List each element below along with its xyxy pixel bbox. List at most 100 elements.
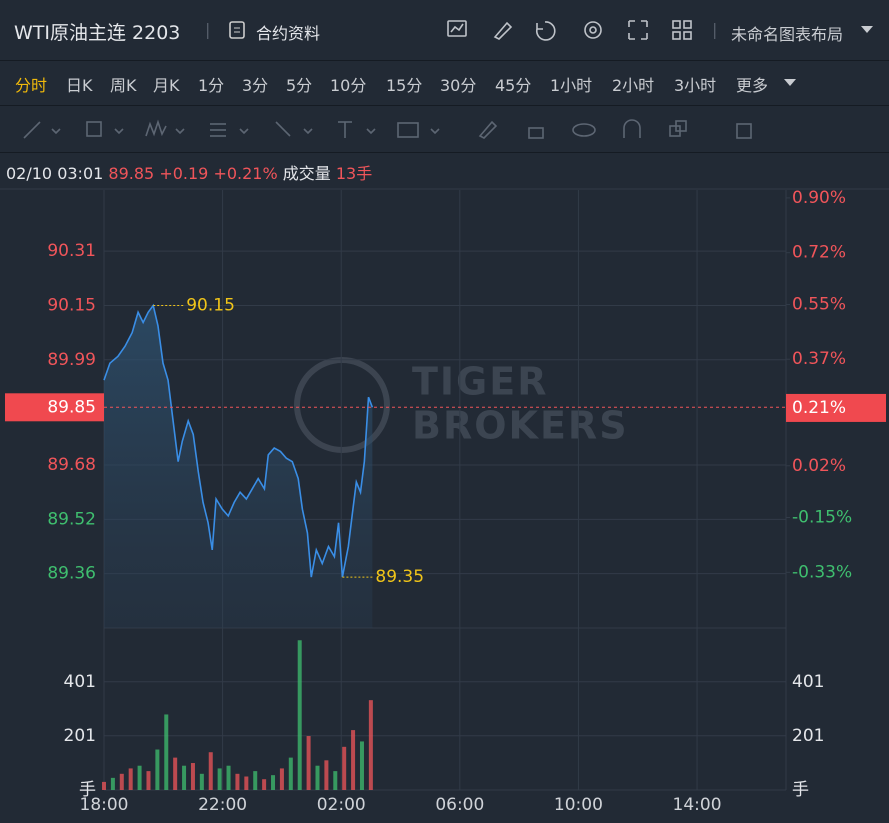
period-tab[interactable]: 日K <box>66 76 93 95</box>
y-tick-label: 89.52 <box>47 509 96 529</box>
quote-change: +0.19 <box>159 164 209 183</box>
settings-icon[interactable] <box>584 21 602 39</box>
volume-bar <box>182 765 187 790</box>
y-tick-label: 90.15 <box>47 295 96 315</box>
x-tick-label: 10:00 <box>554 795 603 815</box>
period-tab[interactable]: 45分 <box>495 76 532 95</box>
title: WTI原油主连 2203 <box>14 22 181 44</box>
period-tab[interactable]: 2小时 <box>612 76 655 95</box>
period-tab[interactable]: 5分 <box>286 76 313 95</box>
volume-bar <box>217 768 222 790</box>
y2-tick-label: 0.55% <box>792 294 846 314</box>
volume-bar <box>128 768 133 790</box>
period-tab[interactable]: 10分 <box>330 76 367 95</box>
volume-bar <box>315 765 320 790</box>
watermark-text: TIGER <box>412 360 548 404</box>
volume-bar <box>208 752 213 790</box>
y-tick-label: 201 <box>64 726 96 746</box>
y-tick-label: 89.68 <box>47 455 96 475</box>
period-bar: 分时 日K 周K 月K 1分 3分 5分 10分 15分 30分 45分 1小时 2小时 3小时 更多 <box>0 61 889 106</box>
info-button[interactable]: 合约资料 <box>256 24 321 43</box>
period-tab[interactable]: 30分 <box>440 76 477 95</box>
period-tab[interactable]: 3分 <box>242 76 269 95</box>
drawing-toolbar <box>0 106 889 153</box>
volume-bar <box>306 736 311 790</box>
volume-bar <box>279 768 284 790</box>
dropdown-arrow[interactable] <box>861 26 873 34</box>
volume-bar <box>226 765 231 790</box>
period-tab[interactable]: 月K <box>153 76 180 95</box>
last-pct-box <box>786 393 886 422</box>
chart-icon[interactable] <box>447 20 467 37</box>
y2-tick-label: -0.15% <box>792 508 852 528</box>
x-tick-label: 18:00 <box>80 795 129 815</box>
volume-bar <box>155 749 160 790</box>
volume-bar <box>368 700 373 790</box>
volume-bar <box>190 763 195 790</box>
doc-icon[interactable] <box>228 20 246 40</box>
volume-bar <box>199 773 204 790</box>
period-tab[interactable]: 3小时 <box>674 76 717 95</box>
volume-unit: 手 <box>792 780 809 800</box>
header: WTI原油主连 2203 | 合约资料 | 未命名图表布局 <box>0 0 889 61</box>
y2-tick-label: 0.37% <box>792 349 846 369</box>
volume-bar <box>333 771 338 790</box>
layout-name[interactable]: 未命名图表布局 <box>731 25 844 44</box>
x-tick-label: 22:00 <box>198 795 247 815</box>
sep: | <box>712 20 718 39</box>
last-pct-label: 0.21% <box>792 398 846 418</box>
volume-bar <box>324 760 329 790</box>
volume-bar <box>137 765 142 790</box>
volume-bar <box>262 779 267 790</box>
watermark-text: BROKERS <box>412 404 629 448</box>
y2-tick-label: 0.72% <box>792 243 846 263</box>
quote-price: 89.85 <box>108 164 155 183</box>
volume-bar <box>351 730 356 790</box>
volume-bar <box>110 777 115 790</box>
fullscreen-icon[interactable] <box>628 20 648 40</box>
volume-bar <box>342 746 347 790</box>
x-tick-label: 14:00 <box>673 795 722 815</box>
last-price-label: 89.85 <box>47 397 96 417</box>
toolbar-icons <box>447 20 692 41</box>
quote-line: 02/10 03:01 89.85 +0.19 +0.21% 成交量 13手 <box>6 160 372 184</box>
quote-time: 02/10 03:01 <box>6 164 104 183</box>
annotation-label: 89.35 <box>375 567 424 587</box>
volume-bar <box>359 741 364 790</box>
undo-icon[interactable] <box>535 21 556 41</box>
quote-change-pct: +0.21% <box>213 164 278 183</box>
volume-bar <box>119 773 124 790</box>
sep: | <box>205 20 211 39</box>
price-area <box>104 305 373 628</box>
edit-icon[interactable] <box>493 21 513 40</box>
x-tick-label: 06:00 <box>435 795 484 815</box>
volume-label: 成交量 <box>282 164 331 183</box>
period-tab[interactable]: 1小时 <box>550 76 593 95</box>
price-line <box>103 303 374 578</box>
dropdown-arrow[interactable] <box>784 79 796 87</box>
y2-tick-label: 0.90% <box>792 188 846 208</box>
period-tab[interactable]: 周K <box>110 76 137 95</box>
period-tab[interactable]: 更多 <box>736 76 769 95</box>
volume-bar <box>288 757 293 790</box>
y2-tick-label: -0.33% <box>792 562 852 582</box>
y2-tick-label: 401 <box>792 672 824 692</box>
volume-bar <box>146 771 151 790</box>
volume-bar <box>271 775 276 790</box>
y-tick-label: 401 <box>64 672 96 692</box>
volume-bar <box>297 640 302 790</box>
volume-unit: 手 <box>79 780 96 800</box>
grid-icon[interactable] <box>672 20 681 29</box>
volume-bar <box>164 714 169 790</box>
period-tab[interactable]: 1分 <box>198 76 225 95</box>
x-tick-label: 02:00 <box>317 795 366 815</box>
period-tab[interactable]: 15分 <box>386 76 423 95</box>
volume-bar <box>244 776 249 790</box>
period-tab[interactable]: 分时 <box>15 76 48 95</box>
quote-volume: 13手 <box>335 164 373 183</box>
volume-bar <box>235 773 240 790</box>
y-tick-label: 89.99 <box>47 350 96 370</box>
